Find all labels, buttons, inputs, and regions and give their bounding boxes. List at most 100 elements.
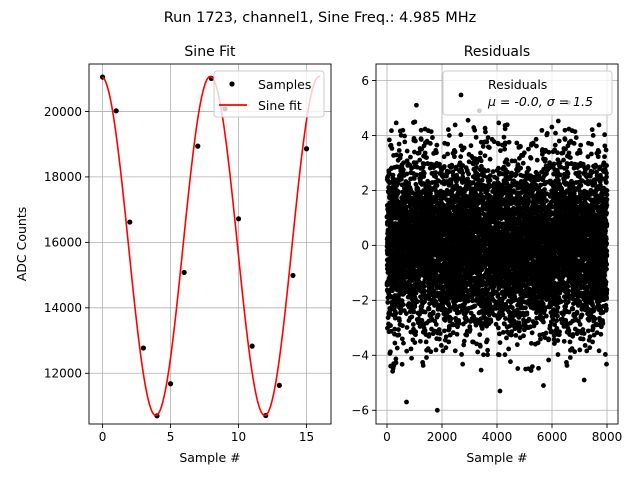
residuals-point-1033: [413, 138, 418, 144]
residuals-point-1534: [426, 332, 432, 337]
residuals-point-399: [395, 189, 401, 194]
residuals-point-4126: [498, 148, 503, 154]
sine-sample-point-1: [113, 108, 119, 114]
residuals-point-524: [399, 176, 404, 182]
residuals-point-124: [388, 349, 393, 355]
residuals-point-416: [396, 327, 401, 332]
residuals-point-452: [397, 318, 402, 324]
sine-sample-point-13: [276, 382, 282, 388]
residuals-point-639: [402, 133, 407, 139]
residuals-point-4253: [501, 134, 507, 140]
residuals-point-2143: [443, 345, 449, 351]
sine-ytick-label-0: 12000: [44, 367, 82, 381]
residuals-point-549: [399, 298, 405, 304]
residuals-point-893: [409, 355, 414, 361]
residuals-point-2207: [445, 141, 451, 147]
residuals-point-1349: [421, 284, 427, 289]
residuals-point-1681: [430, 309, 436, 315]
residuals-point-3023: [467, 327, 473, 333]
residuals-point-556: [399, 336, 405, 342]
sine-legend-label-fit: Sine fit: [258, 98, 302, 113]
residuals-point-323: [393, 356, 399, 362]
residuals-point-2622: [456, 320, 462, 326]
residuals-point-3676: [485, 135, 491, 141]
residuals-point-2679: [458, 154, 464, 160]
residuals-point-3629: [484, 139, 490, 145]
residuals-point-715: [404, 171, 410, 177]
residuals-point-2711: [459, 352, 464, 357]
residuals-point-4051: [496, 141, 501, 147]
residuals-point-1324: [421, 188, 426, 194]
residuals-point-3749: [487, 156, 493, 162]
residuals-point-1388: [422, 150, 428, 156]
residuals-point-4079: [496, 352, 502, 358]
residuals-point-2231: [445, 127, 451, 133]
residuals-point-2293: [447, 308, 453, 314]
residuals-point-4109: [497, 340, 503, 346]
residuals-point-2451: [452, 154, 457, 160]
residuals-point-3372: [477, 332, 483, 338]
residuals-point-4488: [508, 359, 513, 365]
residuals-point-600: [401, 340, 406, 346]
residuals-point-1939: [437, 331, 443, 336]
residuals-point-4000: [494, 176, 500, 181]
residuals-point-1182: [417, 312, 422, 317]
residuals-point-86: [386, 137, 392, 143]
residuals-point-1389: [422, 309, 428, 315]
residuals-point-2947: [465, 117, 471, 123]
residuals-point-2806: [461, 145, 467, 151]
residuals-point-1903: [436, 336, 442, 342]
residuals-point-733: [404, 148, 410, 154]
residuals-point-1245: [418, 137, 424, 142]
residuals-point-2268: [446, 133, 452, 138]
residuals-point-4738: [514, 342, 520, 348]
residuals-point-1766: [433, 170, 438, 175]
residuals-point-2810: [461, 338, 467, 344]
residuals-point-1061: [413, 160, 419, 166]
residuals-point-1793: [433, 322, 439, 327]
residuals-point-3858: [490, 169, 496, 174]
residuals-point-287: [392, 340, 398, 346]
residuals-point-1385: [422, 328, 428, 334]
residuals-point-432: [396, 332, 402, 338]
residuals-point-3189: [472, 127, 478, 133]
sine-legend-marker-samples: [229, 81, 235, 87]
residuals-point-2683: [458, 132, 464, 138]
residuals-point-373: [394, 345, 400, 351]
residuals-point-1367: [422, 288, 427, 294]
residuals-point-2752: [460, 361, 466, 367]
residuals-point-3399: [478, 150, 483, 156]
residuals-point-1607: [428, 129, 434, 134]
sine-legend: Samples Sine fit: [213, 70, 325, 118]
residuals-point-703: [403, 311, 409, 316]
residuals-point-2897: [464, 332, 470, 338]
residuals-point-646: [402, 139, 408, 145]
residuals-point-2331: [448, 316, 454, 322]
residuals-point-561: [400, 323, 405, 329]
sine-sample-point-14: [290, 272, 296, 279]
residuals-point-4684: [513, 332, 519, 338]
residuals-point-2264: [446, 325, 452, 331]
residuals-point-3462: [479, 326, 485, 331]
residuals-point-319: [393, 310, 399, 316]
residuals-point-1011: [412, 304, 418, 310]
residuals-point-1170: [416, 150, 422, 156]
sine-xlabel: Sample #: [179, 450, 240, 465]
residuals-point-4358: [504, 157, 510, 163]
residuals-point-84: [386, 171, 392, 177]
residuals-point-604: [401, 160, 407, 166]
residuals-point-3678: [485, 168, 491, 173]
residuals-point-4382: [505, 169, 510, 175]
residuals-point-3779: [488, 319, 494, 325]
residuals-point-3562: [482, 153, 488, 159]
residuals-point-1436: [424, 355, 429, 360]
residuals-point-4858: [518, 165, 524, 171]
residuals-point-3756: [487, 173, 493, 178]
residuals-point-3721: [486, 145, 492, 150]
residuals-point-873: [408, 346, 414, 352]
sine-ytick-label-3: 18000: [44, 170, 82, 184]
residuals-point-1262: [419, 146, 425, 152]
residuals-point-3499: [480, 144, 486, 149]
sine-legend-label-samples: Samples: [258, 77, 311, 92]
